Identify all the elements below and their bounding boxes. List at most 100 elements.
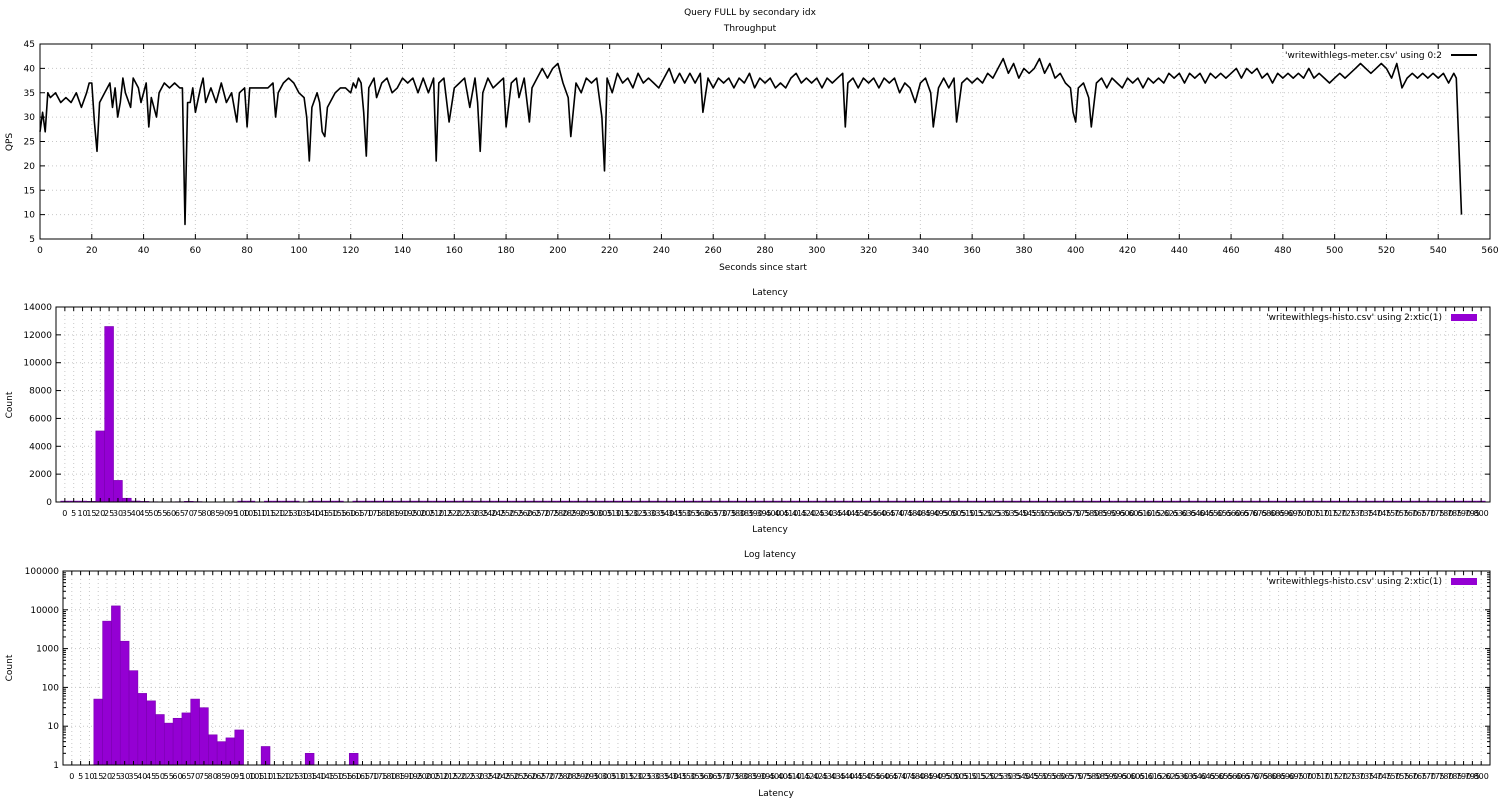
- latency-x-tick-label: 320: [624, 509, 639, 518]
- latency-x-tick-label: 235: [473, 509, 488, 518]
- log-latency-x-tick-label: 455: [866, 772, 881, 781]
- latency-x-tick-label: 515: [969, 509, 984, 518]
- latency-x-tick-label: 150: [323, 509, 338, 518]
- log-latency-x-tick-label: 660: [1227, 772, 1242, 781]
- log-latency-x-tick-label: 195: [408, 772, 423, 781]
- throughput-x-tick-label: 280: [756, 246, 773, 256]
- log-latency-x-tick-label: 750: [1385, 772, 1400, 781]
- log-latency-x-tick-label: 585: [1095, 772, 1110, 781]
- latency-x-tick-label: 415: [792, 509, 807, 518]
- latency-x-tick-label: 575: [1075, 509, 1090, 518]
- log-latency-x-tick-label: 20: [102, 772, 112, 781]
- log-latency-x-tick-label: 375: [725, 772, 740, 781]
- latency-x-tick-label: 155: [332, 509, 347, 518]
- latency-x-tick-label: 775: [1429, 509, 1444, 518]
- log-latency-bar: [93, 698, 103, 766]
- latency-x-tick-label: 610: [1137, 509, 1152, 518]
- latency-x-tick-label: 30: [113, 509, 123, 518]
- latency-x-tick-label: 795: [1465, 509, 1480, 518]
- log-latency-y-tick-label: 100000: [25, 567, 60, 577]
- log-latency-x-tick-label: 515: [971, 772, 986, 781]
- log-latency-x-tick-label: 85: [216, 772, 226, 781]
- latency-x-tick-label: 165: [349, 509, 364, 518]
- latency-x-tick-label: 520: [978, 509, 993, 518]
- throughput-series: [39, 57, 1463, 226]
- latency-x-tick-label: 565: [1057, 509, 1072, 518]
- figure-title: Query FULL by secondary idx: [684, 8, 816, 18]
- log-latency-y-tick-label: 100: [42, 683, 59, 693]
- latency-legend-swatch: [1451, 314, 1477, 321]
- latency-x-tick-label: 430: [818, 509, 833, 518]
- latency-x-tick-label: 470: [889, 509, 904, 518]
- throughput-x-tick-label: 540: [1430, 246, 1447, 256]
- latency-y-tick-label: 12000: [23, 331, 52, 341]
- throughput-y-tick-label: 25: [24, 138, 35, 148]
- log-latency-x-tick-label: 740: [1368, 772, 1383, 781]
- latency-x-tick-label: 530: [996, 509, 1011, 518]
- log-latency-x-tick-label: 610: [1139, 772, 1154, 781]
- latency-x-tick-label: 670: [1243, 509, 1258, 518]
- latency-x-tick-label: 145: [314, 509, 329, 518]
- log-latency-x-axis-label: Latency: [758, 789, 794, 799]
- log-latency-x-tick-label: 130: [293, 772, 308, 781]
- latency-x-tick-label: 660: [1226, 509, 1241, 518]
- log-latency-x-tick-label: 525: [989, 772, 1004, 781]
- log-latency-x-tick-label: 430: [822, 772, 837, 781]
- latency-x-tick-label: 210: [429, 509, 444, 518]
- log-latency-x-tick-label: 330: [646, 772, 661, 781]
- latency-x-tick-label: 60: [166, 509, 176, 518]
- throughput-y-tick-label: 15: [24, 186, 35, 196]
- latency-x-tick-label: 710: [1314, 509, 1329, 518]
- log-latency-x-tick-label: 710: [1315, 772, 1330, 781]
- throughput-x-tick-label: 380: [1015, 246, 1032, 256]
- throughput-x-tick-label: 420: [1119, 246, 1136, 256]
- log-latency-x-tick-label: 40: [137, 772, 147, 781]
- log-latency-x-tick-label: 645: [1200, 772, 1215, 781]
- log-latency-x-tick-label: 255: [513, 772, 528, 781]
- latency-x-tick-label: 240: [482, 509, 497, 518]
- latency-x-tick-label: 130: [287, 509, 302, 518]
- latency-y-tick-label: 8000: [29, 387, 52, 397]
- latency-x-tick-label: 255: [509, 509, 524, 518]
- latency-x-tick-label: 390: [748, 509, 763, 518]
- log-latency-x-tick-label: 770: [1421, 772, 1436, 781]
- throughput-x-tick-label: 100: [290, 246, 307, 256]
- latency-x-tick-label: 500: [942, 509, 957, 518]
- log-latency-grid: [63, 570, 1490, 766]
- log-latency-legend-label: 'writewithlegs-histo.csv' using 2:xtic(1…: [1266, 577, 1442, 587]
- latency-x-tick-label: 695: [1288, 509, 1303, 518]
- latency-x-tick-label: 625: [1164, 509, 1179, 518]
- log-latency-x-tick-label: 755: [1394, 772, 1409, 781]
- latency-x-tick-label: 420: [801, 509, 816, 518]
- latency-x-tick-label: 270: [535, 509, 550, 518]
- log-latency-x-tick-label: 95: [234, 772, 244, 781]
- latency-x-tick-label: 665: [1235, 509, 1250, 518]
- latency-x-tick-label: 95: [228, 509, 238, 518]
- log-latency-x-tick-label: 120: [276, 772, 291, 781]
- log-latency-x-tick-label: 240: [487, 772, 502, 781]
- log-latency-x-tick-label: 10: [84, 772, 94, 781]
- log-latency-x-tick-label: 110: [258, 772, 273, 781]
- throughput-y-tick-label: 10: [24, 211, 36, 221]
- latency-x-tick-label: 110: [252, 509, 267, 518]
- log-latency-x-tick-label: 335: [654, 772, 669, 781]
- log-latency-x-tick-label: 100: [240, 772, 255, 781]
- log-latency-x-tick-label: 475: [901, 772, 916, 781]
- latency-x-tick-label: 605: [1128, 509, 1143, 518]
- log-latency-x-tick-label: 285: [566, 772, 581, 781]
- log-latency-x-tick-label: 5: [78, 772, 83, 781]
- latency-y-tick-label: 10000: [23, 359, 52, 369]
- latency-x-tick-label: 105: [243, 509, 258, 518]
- log-latency-y-axis-label: Count: [5, 654, 15, 681]
- log-latency-x-tick-label: 400: [769, 772, 784, 781]
- latency-x-tick-label: 765: [1412, 509, 1427, 518]
- latency-x-tick-label: 380: [730, 509, 745, 518]
- throughput-y-tick-label: 5: [29, 235, 35, 245]
- latency-x-tick-label: 65: [175, 509, 185, 518]
- log-latency-x-tick-label: 295: [584, 772, 599, 781]
- throughput-x-tick-label: 440: [1171, 246, 1188, 256]
- throughput-ticks: 5 10 15 20 25 30 35 40 45 0 20 40 60 80 100 120 140 160 18…: [24, 40, 1499, 256]
- latency-x-tick-label: 305: [597, 509, 612, 518]
- latency-x-tick-label: 185: [385, 509, 400, 518]
